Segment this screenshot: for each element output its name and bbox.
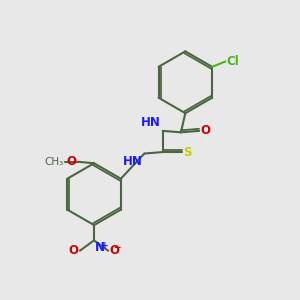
Text: −: − — [113, 243, 121, 252]
Text: O: O — [69, 244, 79, 257]
Text: N: N — [95, 241, 105, 254]
Text: O: O — [67, 155, 77, 168]
Text: Cl: Cl — [226, 55, 239, 68]
Text: HN: HN — [123, 155, 143, 168]
Text: +: + — [100, 241, 108, 250]
Text: O: O — [201, 124, 211, 137]
Text: HN: HN — [141, 116, 161, 129]
Text: O: O — [110, 244, 119, 257]
Text: S: S — [183, 146, 192, 159]
Text: CH₃: CH₃ — [44, 157, 63, 167]
